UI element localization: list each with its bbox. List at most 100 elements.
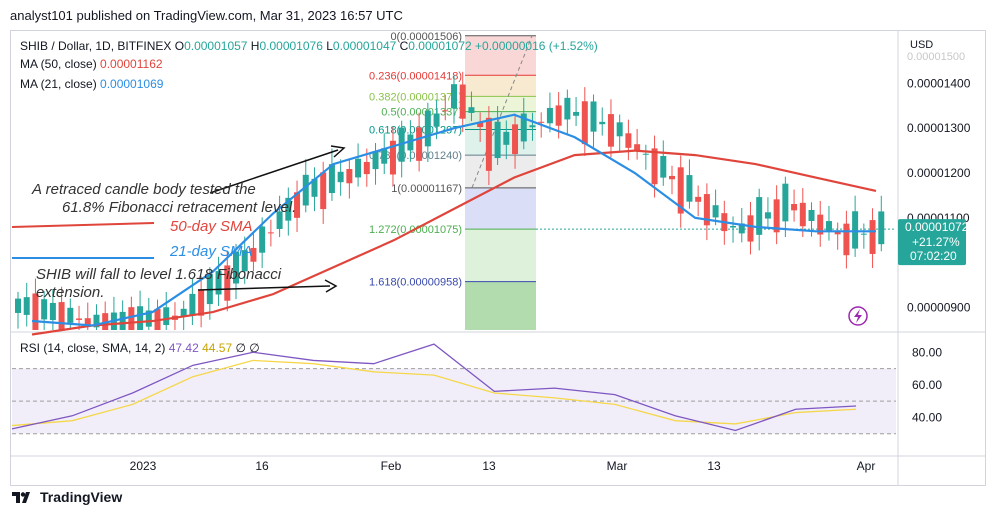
legend-ma21: MA (21, close) 0.00001069 <box>20 77 164 91</box>
candle <box>320 172 327 210</box>
candle <box>424 110 431 147</box>
alert-bolt-icon <box>848 306 868 326</box>
candle <box>843 223 850 256</box>
fib-zone <box>465 75 536 97</box>
tradingview-logo-icon <box>12 492 30 503</box>
candle <box>163 307 170 326</box>
annotation-fall-2: extension. <box>36 284 104 301</box>
candle <box>76 318 83 320</box>
fib-level-label: 1(0.00001167) <box>391 183 462 195</box>
candle <box>590 101 597 132</box>
candle <box>616 122 623 137</box>
candle <box>494 121 501 159</box>
candle <box>41 299 48 320</box>
candle <box>363 161 370 175</box>
tradingview-brand[interactable]: TradingView <box>12 489 122 505</box>
fib-zone <box>465 96 536 112</box>
candle <box>834 231 841 235</box>
candle <box>634 144 641 151</box>
price-tag-value: 0.00001072 <box>905 220 969 234</box>
price-tick: 0.00001500 <box>907 51 965 63</box>
candle <box>58 302 65 330</box>
candle <box>512 124 519 155</box>
fib-zone <box>465 187 536 230</box>
fib-level-label: 0.236(0.00001418) <box>369 70 462 82</box>
candle <box>799 202 806 227</box>
candle <box>180 308 187 317</box>
ma21-line <box>31 113 876 327</box>
candle <box>355 158 362 178</box>
candle <box>233 251 239 284</box>
price-tag-change: +21.27% <box>912 235 960 249</box>
candle <box>84 318 91 326</box>
fib-level-label: 0.382(0.00001371) <box>369 91 462 103</box>
candle <box>546 107 553 124</box>
candle <box>294 192 301 218</box>
time-tick: 2023 <box>130 459 157 473</box>
chart-frame[interactable] <box>10 30 986 486</box>
candle <box>808 209 815 221</box>
candle <box>128 307 135 330</box>
candle <box>695 196 702 202</box>
candle <box>686 175 693 202</box>
candle <box>416 127 423 161</box>
legend-ma50: MA (50, close) 0.00001162 <box>20 57 163 71</box>
candle <box>468 107 475 113</box>
candle <box>825 221 832 232</box>
candle <box>538 121 545 123</box>
brand-label: TradingView <box>40 489 123 505</box>
candle <box>198 290 205 316</box>
candle <box>764 212 771 219</box>
fib-zone <box>465 155 536 188</box>
fib-level-label: 0(0.00001506) <box>390 31 462 43</box>
annotation-sma50: 50-day SMA <box>170 218 253 235</box>
candle <box>145 310 152 327</box>
fib-trend-line <box>471 35 533 189</box>
annotation-fall-1: SHIB will fall to level 1.618 Fibonacci <box>36 266 282 283</box>
candle <box>32 293 39 330</box>
candle <box>276 211 283 229</box>
candle <box>860 233 867 235</box>
time-tick: 13 <box>707 459 721 473</box>
candle <box>581 101 588 145</box>
price-tick: 0.00001200 <box>907 166 971 180</box>
candle <box>852 211 859 249</box>
candle <box>529 125 536 128</box>
annotation-retrace-2: 61.8% Fibonacci retracement level. <box>62 199 296 216</box>
candle <box>224 265 231 301</box>
time-tick: Mar <box>607 459 628 473</box>
candle <box>599 121 606 125</box>
price-tag-countdown: 07:02:20 <box>910 249 957 263</box>
candle <box>747 215 754 242</box>
candle <box>677 167 684 214</box>
candle <box>520 113 527 142</box>
candle <box>503 131 510 145</box>
candle <box>433 113 440 127</box>
fib-zone <box>465 281 536 330</box>
price-tag <box>898 219 966 266</box>
candle <box>407 134 414 151</box>
candle <box>15 298 21 313</box>
candle <box>651 148 658 185</box>
candle <box>817 214 824 235</box>
candle <box>564 97 571 120</box>
candle <box>311 178 318 197</box>
annotation-arrow <box>197 285 331 291</box>
candle <box>712 205 719 218</box>
time-tick: Apr <box>857 459 876 473</box>
candle <box>189 293 196 315</box>
rsi-sma-line <box>11 359 857 427</box>
time-tick: Feb <box>381 459 402 473</box>
candle <box>250 247 257 262</box>
annotation-arrow-head <box>330 145 346 158</box>
candle <box>730 225 737 228</box>
candle <box>328 164 335 194</box>
candle <box>477 122 484 128</box>
candle <box>259 226 266 253</box>
price-tick: 0.00000900 <box>907 301 971 315</box>
candle <box>878 211 885 245</box>
candle <box>660 155 667 178</box>
ma50-line <box>31 149 877 336</box>
candle <box>137 306 144 330</box>
